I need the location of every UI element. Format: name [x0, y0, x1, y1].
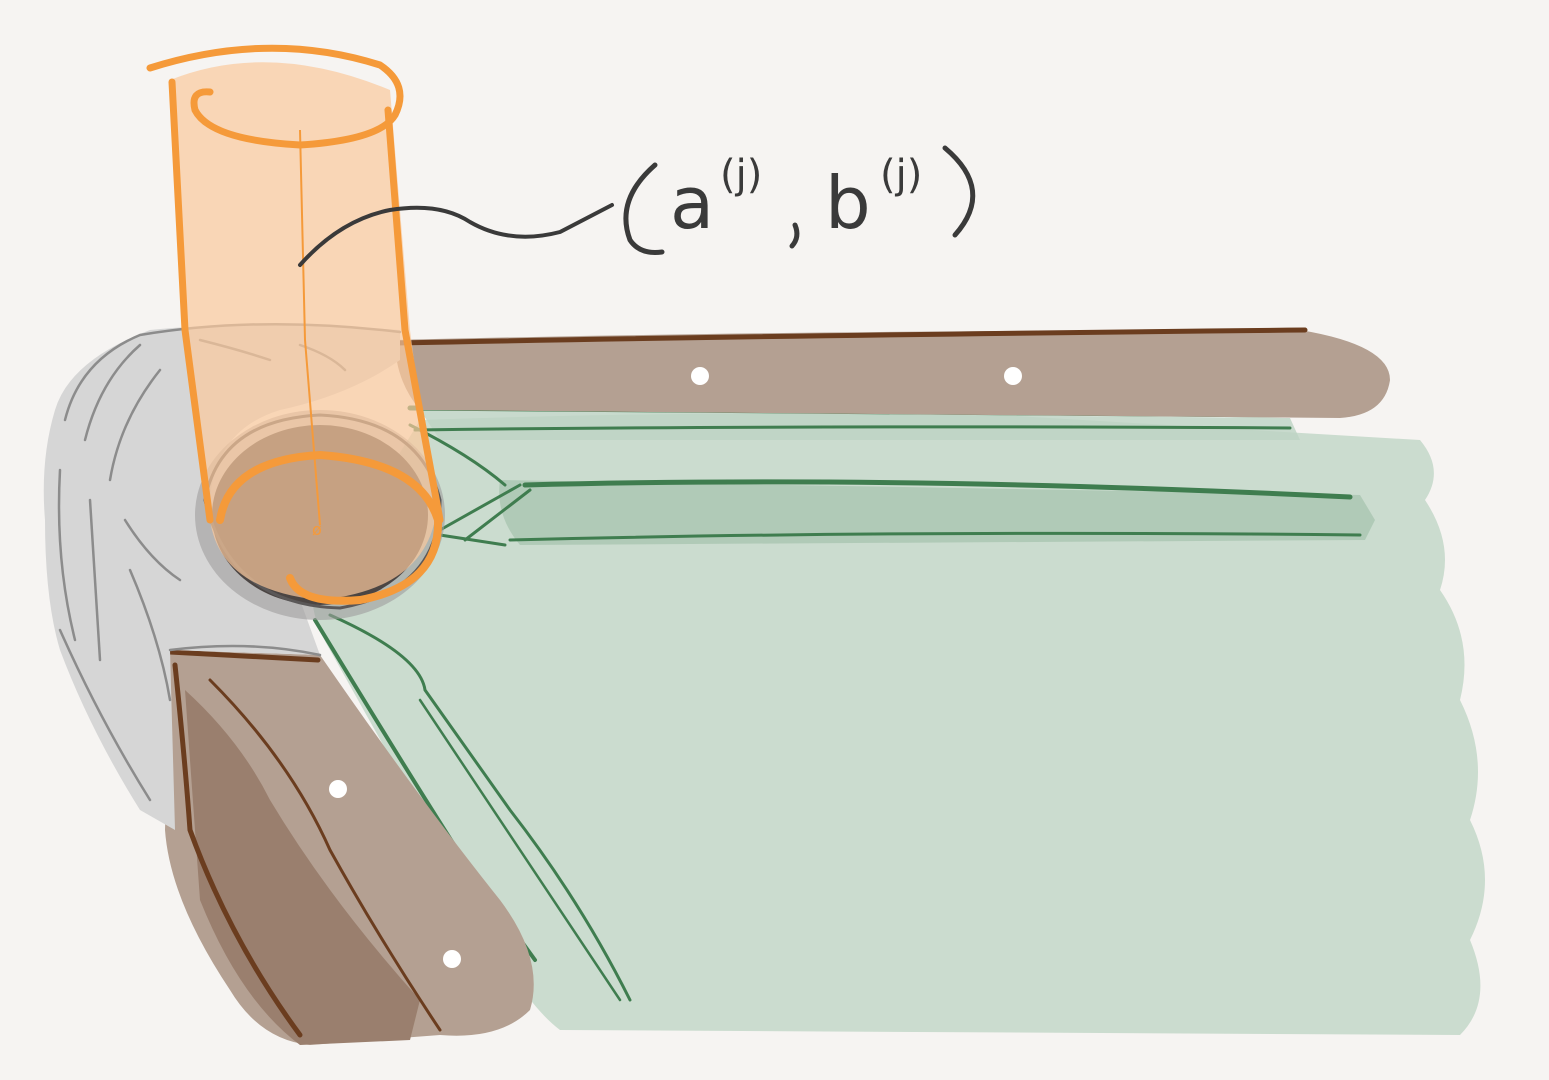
green-fold-lines	[408, 423, 532, 547]
green-diagonal-inner-2	[418, 698, 622, 1002]
brown-top-beam-fill	[395, 330, 1390, 418]
green-edge-middle-lower	[508, 531, 1362, 542]
orange-cylinder-left-edge	[168, 78, 214, 524]
beam-dot	[329, 780, 347, 798]
annotation-label: a (j) b (j)	[623, 145, 976, 255]
beam-dot	[443, 950, 461, 968]
orange-cylinder-bottom-rim	[216, 450, 443, 605]
brown-side-beam-edge-middle	[208, 678, 442, 1032]
cylinder-center-mark: ø	[312, 520, 322, 539]
brown-side-beam-edge-left	[172, 662, 303, 1038]
green-edge-top-lower	[413, 425, 1292, 432]
close-paren	[942, 145, 976, 238]
comma	[789, 222, 800, 249]
orange-cylinder-axis	[299, 129, 321, 526]
label-a-superscript: (j)	[720, 152, 762, 198]
brown-side-beam	[165, 649, 534, 1045]
green-middle-strip	[499, 480, 1376, 545]
orange-cylinder-top-rim	[146, 44, 404, 149]
green-diagonal-inner	[328, 613, 632, 1002]
open-paren	[623, 162, 665, 255]
label-b: b	[825, 161, 871, 245]
green-edge-middle	[522, 479, 1353, 500]
brown-top-beam	[392, 327, 1390, 418]
brown-side-beam-shadow	[185, 690, 420, 1045]
orange-cylinder: ø	[146, 44, 444, 605]
brown-top-beam-edge	[392, 327, 1308, 346]
label-a: a	[670, 161, 714, 245]
beam-dot	[691, 367, 709, 385]
beam-dot	[1004, 367, 1022, 385]
brown-side-beam-edge-top	[167, 649, 321, 663]
green-surface-fill	[312, 413, 1485, 1035]
annotation-leader-line	[298, 203, 614, 267]
orange-cylinder-right-edge	[384, 106, 444, 524]
green-upper-strip	[420, 410, 1300, 440]
label-b-superscript: (j)	[880, 152, 922, 198]
